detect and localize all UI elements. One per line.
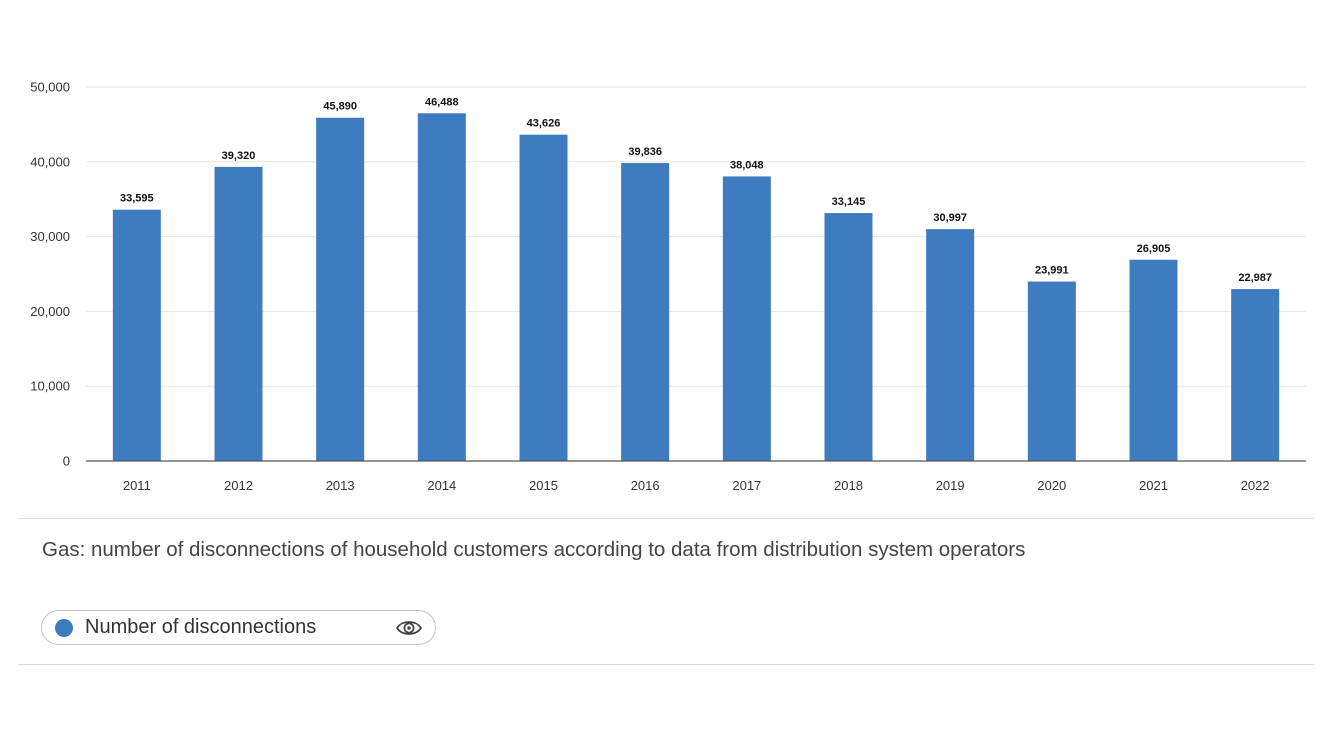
bar bbox=[417, 113, 466, 461]
data-label: 45,890 bbox=[323, 101, 357, 113]
bar bbox=[214, 166, 263, 461]
bar bbox=[621, 163, 670, 461]
chart-caption: Gas: number of disconnections of househo… bbox=[42, 538, 1026, 561]
legend-item-number-of-disconnections[interactable]: Number of disconnections bbox=[41, 610, 436, 645]
x-tick-label: 2011 bbox=[123, 478, 151, 493]
x-tick-label: 2017 bbox=[732, 478, 761, 493]
y-tick-label: 0 bbox=[63, 454, 70, 469]
data-label: 33,595 bbox=[120, 193, 154, 205]
bar bbox=[1027, 281, 1076, 461]
x-tick-label: 2022 bbox=[1241, 478, 1270, 493]
x-tick-label: 2019 bbox=[936, 478, 965, 493]
x-tick-label: 2012 bbox=[224, 478, 253, 493]
data-label: 39,836 bbox=[628, 146, 662, 158]
bar bbox=[316, 117, 365, 461]
x-tick-label: 2014 bbox=[427, 478, 456, 493]
eye-icon[interactable] bbox=[395, 618, 423, 638]
data-label: 38,048 bbox=[730, 159, 764, 171]
y-tick-label: 20,000 bbox=[30, 304, 70, 319]
x-tick-label: 2016 bbox=[631, 478, 660, 493]
data-label: 23,991 bbox=[1035, 265, 1069, 277]
x-tick-label: 2018 bbox=[834, 478, 863, 493]
data-label: 30,997 bbox=[933, 212, 967, 224]
x-tick-label: 2021 bbox=[1139, 478, 1168, 493]
data-label: 46,488 bbox=[425, 96, 459, 108]
data-label: 43,626 bbox=[527, 118, 561, 130]
data-label: 22,987 bbox=[1238, 272, 1272, 284]
bar bbox=[926, 229, 975, 461]
x-tick-label: 2013 bbox=[326, 478, 355, 493]
data-label: 33,145 bbox=[832, 196, 866, 208]
data-label: 39,320 bbox=[222, 150, 256, 162]
x-tick-label: 2015 bbox=[529, 478, 558, 493]
top-divider bbox=[18, 518, 1314, 519]
y-tick-label: 40,000 bbox=[30, 154, 70, 169]
bar-chart: 0 10,000 20,000 30,000 40,000 50,000 33,595 201… bbox=[30, 80, 1306, 493]
y-tick-label: 10,000 bbox=[30, 379, 70, 394]
bottom-divider bbox=[18, 664, 1314, 665]
data-label: 26,905 bbox=[1137, 243, 1171, 255]
bar bbox=[1231, 289, 1280, 461]
bar bbox=[519, 134, 568, 461]
series-color-dot bbox=[55, 618, 73, 637]
bar bbox=[1129, 259, 1178, 461]
bar bbox=[722, 176, 771, 462]
legend-item-label: Number of disconnections bbox=[85, 616, 317, 638]
x-tick-label: 2020 bbox=[1037, 478, 1066, 493]
y-tick-label: 50,000 bbox=[30, 80, 70, 95]
bar bbox=[112, 209, 161, 461]
bar bbox=[824, 213, 873, 461]
y-tick-label: 30,000 bbox=[30, 229, 70, 244]
